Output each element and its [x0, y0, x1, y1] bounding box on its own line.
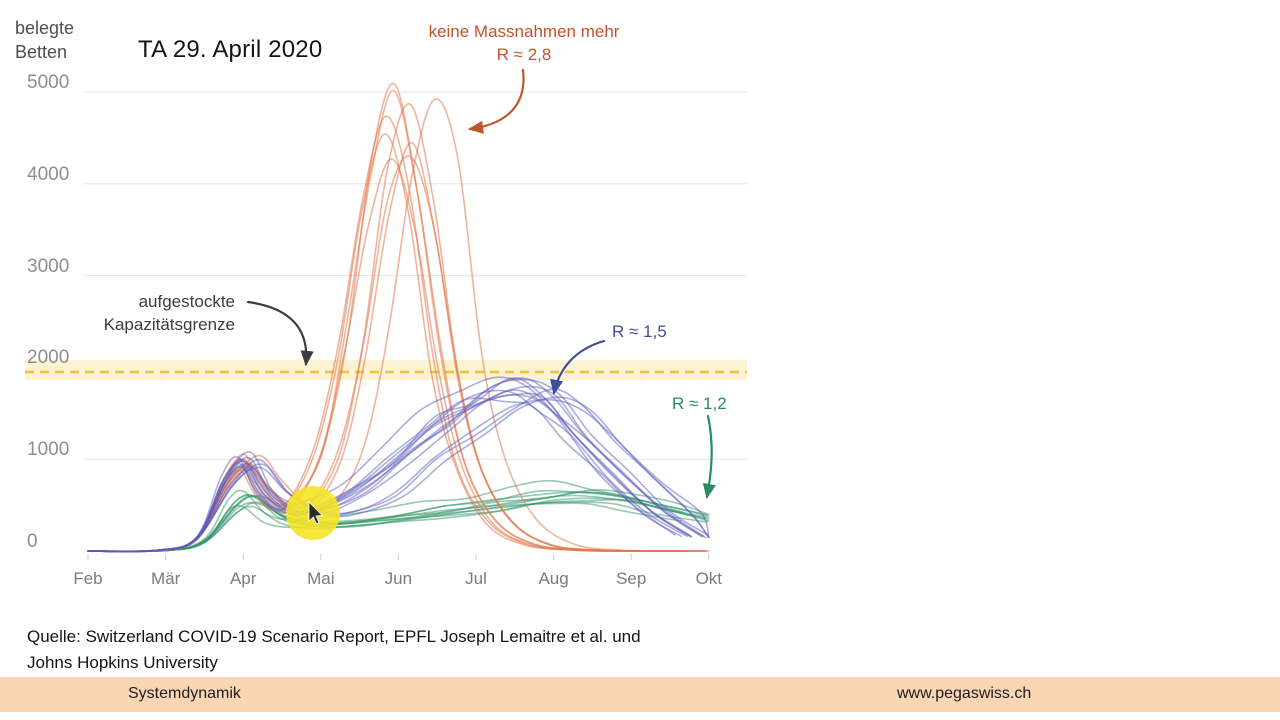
simulation-curve — [87, 155, 707, 553]
y-axis-title-line1: belegte — [15, 18, 75, 38]
chart-title: TA 29. April 2020 — [138, 36, 323, 63]
simulation-curve — [87, 498, 710, 553]
capacity-arrow — [246, 300, 314, 367]
simulation-curve — [87, 385, 704, 553]
source-line1: Quelle: Switzerland COVID-19 Scenario Re… — [27, 627, 641, 646]
x-axis-tick-label: Aug — [538, 569, 569, 588]
capacity-limit-line — [25, 360, 747, 381]
no-measures-arrow — [467, 68, 525, 134]
y-axis-tick-label: 5000 — [27, 72, 70, 93]
annotation-no-measures-r-value: R ≈ 2,8 — [496, 45, 552, 64]
annotation-r15: R ≈ 1,5 — [612, 322, 667, 341]
annotation-no-measures-line1: keine Massnahmen mehr — [428, 22, 620, 41]
capacity-band — [25, 360, 747, 381]
simulation-curve — [87, 494, 706, 553]
source-citation: Quelle: Switzerland COVID-19 Scenario Re… — [27, 624, 641, 676]
x-axis-tick-label: Mai — [307, 569, 335, 588]
y-axis-tick-label: 4000 — [27, 163, 70, 185]
y-axis-title: belegte Betten — [15, 16, 74, 64]
x-axis-tick-label: Jun — [384, 569, 413, 588]
footer-website-link[interactable]: www.pegaswiss.ch — [897, 685, 1032, 702]
annotation-capacity-line1: aufgestockte — [138, 292, 235, 311]
simulation-curve — [87, 388, 710, 553]
annotation-capacity: aufgestockte Kapazitätsgrenze — [60, 290, 235, 336]
r15-arrow — [550, 339, 606, 396]
simulation-curves — [87, 82, 710, 553]
x-axis-tick-label: Okt — [695, 569, 723, 588]
simulation-curve — [87, 376, 676, 553]
mouse-cursor-icon — [308, 501, 324, 525]
y-axis-tick-label: 2000 — [27, 347, 70, 369]
y-axis-tick-label: 0 — [27, 531, 38, 552]
y-axis-tick-label: 3000 — [27, 255, 70, 277]
x-axis-tick-label: Apr — [229, 569, 257, 588]
y-axis-tick-label: 1000 — [27, 439, 70, 461]
simulation-curve — [87, 397, 683, 553]
annotation-arrows — [246, 68, 716, 500]
annotation-no-measures: keine Massnahmen mehr R ≈ 2,8 — [424, 20, 624, 66]
annotation-r12: R ≈ 1,2 — [672, 394, 727, 413]
presenter-pointer — [286, 486, 340, 540]
simulation-curve — [87, 115, 682, 553]
x-axis-tick-label: Sep — [616, 569, 647, 588]
footer-brand-label: Systemdynamik — [128, 685, 241, 702]
x-axis-tick-label: Feb — [73, 569, 103, 588]
footer-bar: Systemdynamik www.pegaswiss.ch — [0, 677, 1280, 712]
r12-arrow — [702, 414, 716, 500]
x-axis-tick-label: Jul — [465, 569, 487, 588]
simulation-curve — [87, 502, 682, 553]
simulation-curve — [87, 396, 710, 553]
y-axis-title-line2: Betten — [15, 42, 68, 62]
source-line2: Johns Hopkins University — [27, 653, 218, 672]
annotation-capacity-line2: Kapazitätsgrenze — [103, 315, 235, 334]
simulation-curve — [87, 378, 709, 553]
x-axis-tick-label: Mär — [150, 569, 181, 588]
simulation-curve — [87, 479, 684, 553]
simulation-curve — [87, 98, 710, 553]
